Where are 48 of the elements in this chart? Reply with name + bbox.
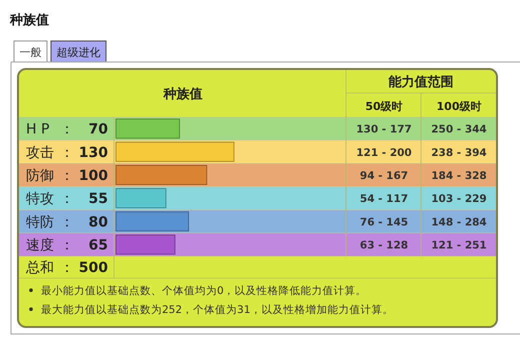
text: 50级时: [365, 100, 403, 113]
y-tick-label: 特攻: [26, 191, 54, 208]
y-tick-label: 特防: [26, 214, 54, 230]
text: 超级进化: [56, 46, 100, 59]
bar: [116, 165, 208, 185]
text: ：: [60, 122, 74, 138]
bar: [116, 142, 234, 162]
bar: [116, 211, 189, 232]
bar: [116, 188, 166, 208]
text: ：: [60, 238, 74, 254]
y-tick-label: 速度: [26, 238, 54, 254]
text: 63 - 128: [360, 240, 408, 252]
chart-title: 种族值: [9, 12, 49, 28]
text: 148 - 284: [431, 216, 487, 228]
text: 76 - 145: [360, 216, 408, 228]
text: 130 - 177: [356, 124, 412, 136]
text: 100级时: [436, 100, 482, 113]
data-label: 80: [88, 214, 108, 230]
text: 种族值: [162, 86, 202, 102]
bar: [116, 118, 180, 139]
text: 能力值范围: [388, 74, 454, 90]
y-tick-label: 防御: [26, 168, 54, 184]
text: 最小能力值以基础点数、个体值均为0，以及性格降低能力值计算。: [41, 284, 367, 298]
y-tick-label: 攻击: [26, 144, 54, 161]
text: 500: [78, 260, 108, 276]
text: 94 - 167: [360, 170, 408, 182]
text: 54 - 117: [360, 193, 408, 206]
text: ：: [60, 168, 74, 184]
text: 一般: [20, 46, 42, 59]
text: 最大能力值以基础点数为252，个体值为31，以及性格增加能力值计算。: [41, 303, 394, 316]
text: 121 - 200: [356, 146, 412, 159]
text: ：: [60, 214, 74, 230]
text: 250 - 344: [431, 124, 487, 136]
y-tick-label: H P: [26, 122, 50, 138]
text: ：: [60, 144, 74, 161]
text: ：: [60, 260, 74, 276]
bar: [116, 234, 176, 255]
data-label: 70: [88, 122, 108, 138]
data-label: 130: [78, 144, 108, 161]
data-label: 65: [88, 238, 108, 254]
data-label: 55: [88, 191, 108, 208]
text: ：: [60, 191, 74, 208]
text: 总和: [25, 260, 54, 276]
text: 184 - 328: [431, 170, 487, 182]
text: 238 - 394: [431, 146, 487, 159]
text: 121 - 251: [431, 240, 487, 252]
data-label: 100: [78, 168, 108, 184]
text: 103 - 229: [431, 193, 487, 206]
